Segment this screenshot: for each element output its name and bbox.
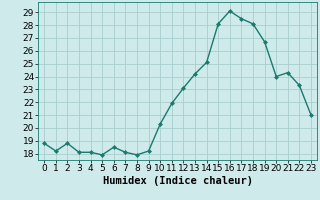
X-axis label: Humidex (Indice chaleur): Humidex (Indice chaleur) xyxy=(103,176,252,186)
